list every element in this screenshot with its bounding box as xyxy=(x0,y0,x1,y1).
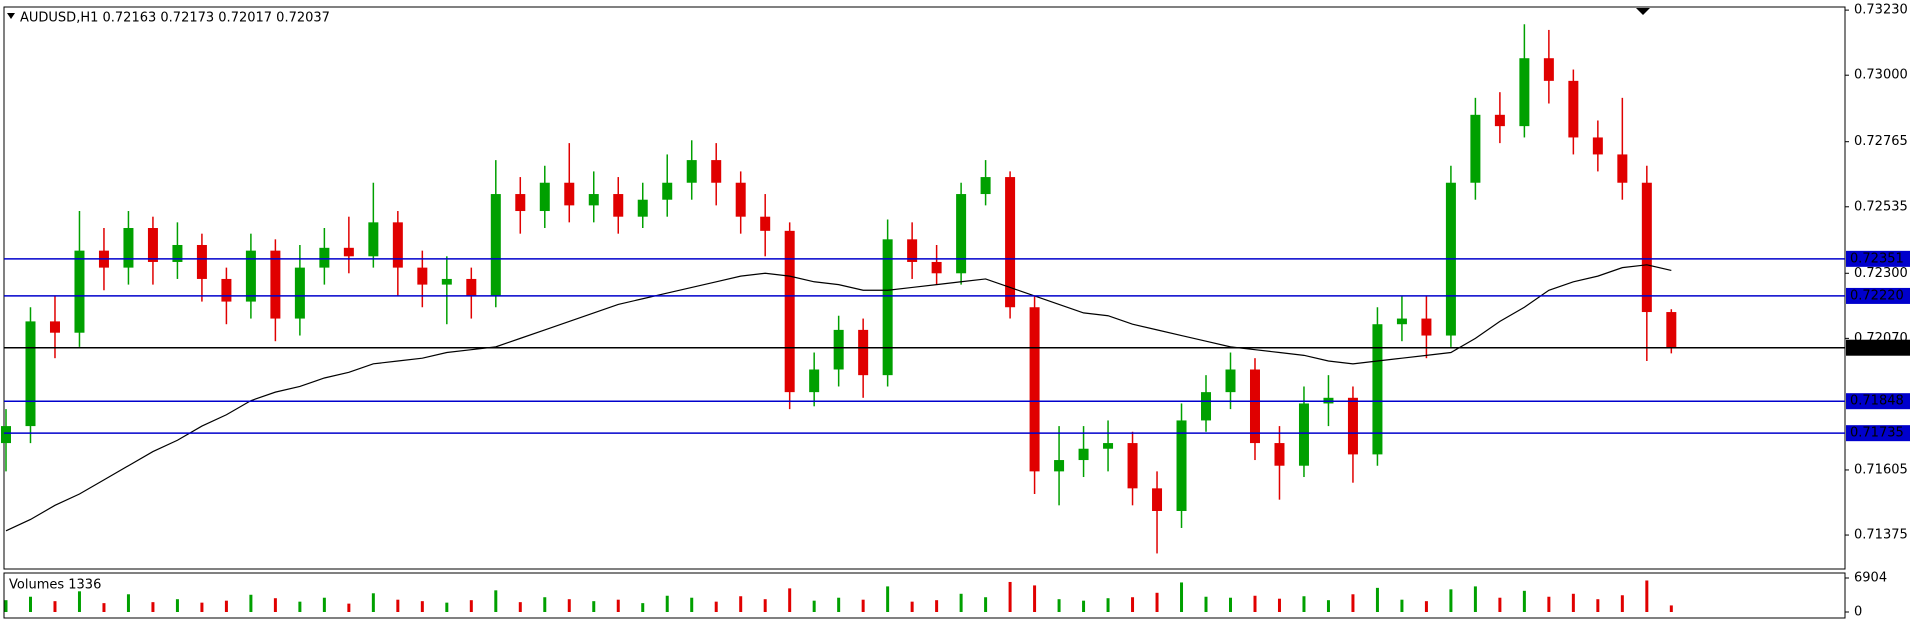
candle-body xyxy=(1005,177,1016,308)
candle-body xyxy=(1029,307,1040,472)
candle-body xyxy=(1274,443,1285,466)
candle-body xyxy=(931,261,942,274)
candle-body xyxy=(172,244,183,262)
candle-body xyxy=(1568,80,1579,138)
candle-body xyxy=(221,278,232,302)
candle-body xyxy=(760,216,771,231)
volume-tick-label: 0 xyxy=(1854,605,1862,620)
candle-body xyxy=(1592,137,1603,155)
candle-body xyxy=(1103,443,1114,449)
candle-body xyxy=(1519,58,1530,127)
candle-body xyxy=(1617,154,1628,183)
candle-body xyxy=(466,278,477,296)
candle-body xyxy=(711,160,722,183)
last-price-label: 0.72037 xyxy=(1850,340,1904,355)
candle-body xyxy=(25,321,36,427)
candle-body xyxy=(74,250,85,333)
candle-body xyxy=(1201,392,1212,421)
last-price-box xyxy=(1846,339,1910,356)
candle-body xyxy=(956,194,967,274)
candle-body xyxy=(588,194,599,206)
candle-body xyxy=(784,230,795,393)
candle-body xyxy=(686,160,697,183)
candle-body xyxy=(417,267,428,285)
candle-body xyxy=(343,247,354,257)
main-frame xyxy=(3,6,1846,570)
volume-frame xyxy=(3,572,1846,619)
candle-body xyxy=(1494,114,1505,127)
candle-body xyxy=(882,239,893,376)
candle-body xyxy=(1641,182,1652,313)
y-tick-label: 0.72300 xyxy=(1854,266,1908,281)
candle-body xyxy=(1152,488,1163,511)
y-tick-label: 0.73000 xyxy=(1854,68,1908,83)
candle-body xyxy=(980,177,991,195)
y-tick-label: 0.71605 xyxy=(1854,462,1908,477)
candle-body xyxy=(809,369,820,393)
level-label: 0.71735 xyxy=(1850,426,1904,441)
candle-body xyxy=(564,182,575,206)
candle-body xyxy=(1249,369,1260,444)
y-tick-label: 0.73230 xyxy=(1854,3,1908,18)
menu-triangle xyxy=(7,13,15,19)
level-label: 0.72351 xyxy=(1850,251,1904,266)
level-label: 0.72220 xyxy=(1850,288,1904,303)
candle-body xyxy=(245,250,256,302)
candle-body xyxy=(637,199,648,217)
candle-body xyxy=(49,321,60,333)
candle-body xyxy=(1372,324,1383,455)
candle-body xyxy=(392,222,403,268)
candle-body xyxy=(1396,318,1407,325)
candle-body xyxy=(1298,403,1309,466)
y-tick-label: 0.72535 xyxy=(1854,199,1908,214)
candle-body xyxy=(539,182,550,212)
chart-title: AUDUSD,H1 0.72163 0.72173 0.72017 0.7203… xyxy=(20,11,330,26)
level-box xyxy=(1846,250,1910,267)
candle-body xyxy=(294,267,305,319)
candle-body xyxy=(613,194,624,217)
candle-body xyxy=(515,194,526,212)
level-label: 0.71848 xyxy=(1850,394,1904,409)
candle-body xyxy=(907,239,918,262)
candle-body xyxy=(1421,318,1432,336)
candle-body xyxy=(1127,443,1138,489)
candle-body xyxy=(147,228,158,262)
y-tick-label: 0.72765 xyxy=(1854,134,1908,149)
candle-body xyxy=(735,182,746,217)
candle-body xyxy=(1666,312,1677,348)
candle-body xyxy=(490,194,501,296)
candle-body xyxy=(1,426,11,444)
candle-body xyxy=(662,182,673,200)
candle-body xyxy=(1078,448,1089,461)
moving-average xyxy=(5,264,1672,532)
candle-body xyxy=(833,329,844,370)
candle-body xyxy=(123,228,134,268)
volume-title: Volumes 1336 xyxy=(9,578,101,593)
shift-marker xyxy=(1636,8,1650,15)
y-tick-label: 0.71375 xyxy=(1854,528,1908,543)
candle-body xyxy=(319,247,330,268)
candle-body xyxy=(368,222,379,257)
candle-body xyxy=(1543,58,1554,81)
candle-body xyxy=(1176,420,1187,511)
candle-body xyxy=(441,278,452,285)
candle-body xyxy=(858,329,869,376)
level-box xyxy=(1846,393,1910,410)
candle-body xyxy=(270,250,281,319)
volume-tick-label: 6904 xyxy=(1854,571,1887,586)
candle-body xyxy=(1347,397,1358,455)
candle-body xyxy=(1470,114,1481,183)
candle-body xyxy=(1054,460,1065,472)
candle-body xyxy=(1225,369,1236,393)
candle-body xyxy=(196,244,207,279)
level-box xyxy=(1846,425,1910,442)
level-box xyxy=(1846,287,1910,304)
